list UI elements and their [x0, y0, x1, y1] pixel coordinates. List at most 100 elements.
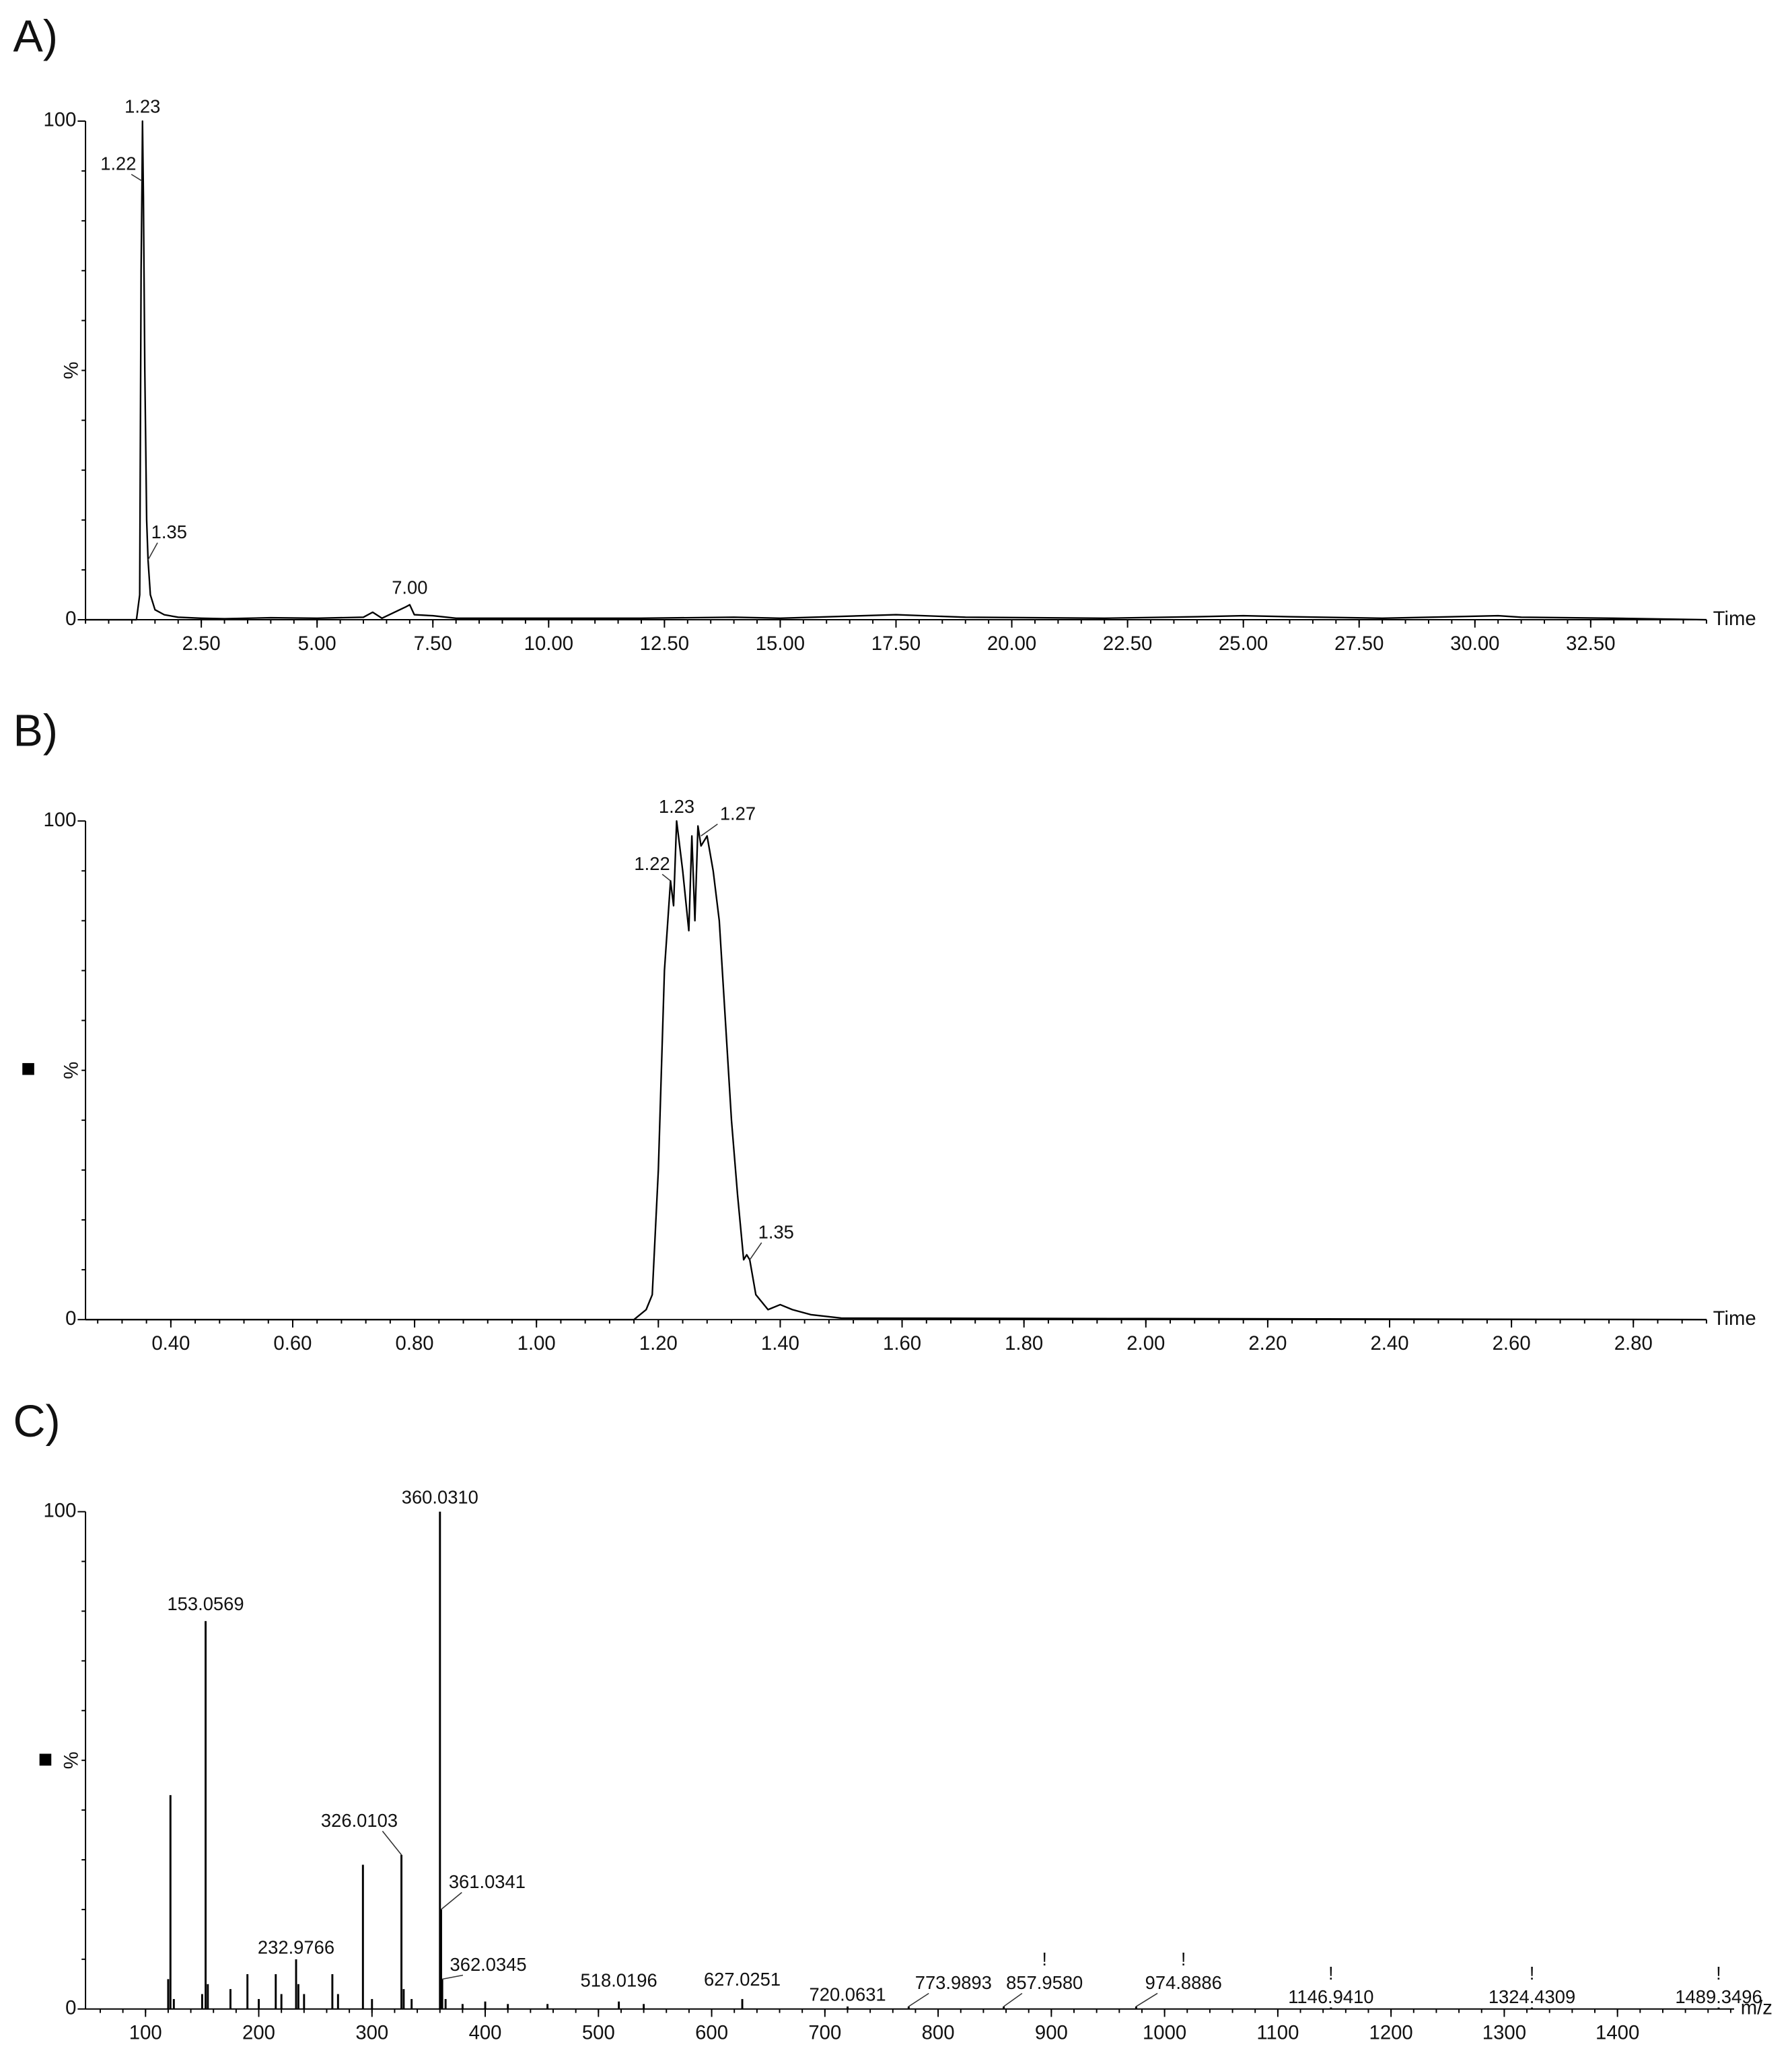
peak-label: 361.0341: [449, 1871, 526, 1892]
peak-flag: !: [1042, 1949, 1047, 1969]
peak-label: 326.0103: [321, 1810, 398, 1831]
peak-label: 857.9580: [1006, 1972, 1083, 1993]
x-tick-label: 32.50: [1566, 632, 1615, 655]
peak-label: 1.35: [151, 521, 187, 542]
x-tick-label: 1.40: [761, 1332, 799, 1354]
x-tick-label: 200: [242, 2022, 275, 2044]
x-axis-label: m/z: [1741, 1996, 1772, 2019]
peak-flag: !: [1716, 1963, 1721, 1984]
peak-label: 1146.9410: [1288, 1986, 1373, 2007]
peak-label: 518.0196: [581, 1970, 657, 1991]
x-tick-label: 500: [582, 2022, 615, 2044]
x-tick-label: 20.00: [987, 632, 1036, 655]
peak-label: 1.22: [100, 153, 136, 174]
y-tick-label: 100: [43, 809, 76, 831]
peak-label: 362.0345: [450, 1954, 527, 1975]
annotation-leader: [440, 1891, 462, 1910]
x-tick-label: 30.00: [1450, 632, 1499, 655]
peak-flag: !: [1530, 1963, 1535, 1984]
y-tick-label: 0: [65, 1996, 76, 2019]
peak-label: 1489.3496: [1675, 1986, 1762, 2007]
peak-label: 360.0310: [402, 1486, 478, 1507]
panel-label: A): [13, 11, 58, 61]
annotation-leader: [661, 873, 671, 881]
peak-label: 1.23: [659, 796, 694, 817]
peak-label: 153.0569: [167, 1593, 244, 1614]
y-tick-label: 0: [65, 608, 76, 630]
x-tick-label: 900: [1035, 2022, 1068, 2044]
x-tick-label: 10.00: [524, 632, 573, 655]
x-tick-label: 400: [469, 2022, 502, 2044]
x-axis-label: Time: [1713, 608, 1756, 630]
peak-label: 974.8886: [1145, 1972, 1222, 1993]
y-tick-label: 0: [65, 1307, 76, 1330]
annotation-leader: [147, 542, 158, 560]
x-tick-label: 25.00: [1219, 632, 1268, 655]
peak-label: 1324.4309: [1489, 1986, 1575, 2007]
peak-label: 7.00: [392, 577, 427, 598]
trace: [85, 820, 1707, 1321]
x-tick-label: 800: [922, 2022, 955, 2044]
panel-label: B): [13, 707, 58, 756]
x-tick-label: 2.60: [1493, 1332, 1531, 1354]
peak-label: 627.0251: [704, 1969, 781, 1990]
x-tick-label: 1.00: [517, 1332, 556, 1354]
peak-label: 1.22: [634, 853, 670, 874]
annotation-leader: [1135, 1992, 1158, 2007]
y-tick-label: 100: [43, 1499, 76, 1521]
y-axis-label: %: [60, 1751, 82, 1769]
y-tick-label: 100: [43, 109, 76, 131]
x-tick-label: 300: [355, 2022, 388, 2044]
x-tick-label: 12.50: [640, 632, 689, 655]
x-tick-label: 100: [129, 2022, 162, 2044]
peak-flag: !: [1181, 1949, 1186, 1969]
panel-label: C): [13, 1397, 61, 1447]
peak-label: 1.23: [124, 96, 160, 117]
trace: [85, 120, 1707, 621]
x-tick-label: 600: [695, 2022, 728, 2044]
x-tick-label: 0.60: [273, 1332, 312, 1354]
y-axis-label: %: [60, 1062, 82, 1079]
x-tick-label: 7.50: [414, 632, 452, 655]
peak-label: 720.0631: [810, 1984, 886, 2005]
x-tick-label: 5.00: [298, 632, 336, 655]
x-tick-label: 1.60: [883, 1332, 921, 1354]
peak-label: 1.27: [720, 803, 756, 824]
annotation-leader: [908, 1992, 929, 2007]
marker-square: [22, 1062, 34, 1075]
x-tick-label: 1100: [1256, 2022, 1299, 2044]
x-tick-label: 1300: [1482, 2022, 1526, 2044]
x-tick-label: 2.00: [1126, 1332, 1165, 1354]
y-axis-label: %: [60, 361, 82, 379]
x-tick-label: 27.50: [1334, 632, 1384, 655]
peak-label: 1.35: [758, 1221, 794, 1242]
peak-label: 773.9893: [915, 1972, 992, 1993]
x-tick-label: 1.80: [1005, 1332, 1043, 1354]
x-tick-label: 1400: [1596, 2022, 1639, 2044]
x-tick-label: 2.80: [1614, 1332, 1653, 1354]
annotation-leader: [749, 1242, 762, 1260]
x-tick-label: 1000: [1143, 2022, 1186, 2044]
x-tick-label: 15.00: [756, 632, 805, 655]
annotation-leader: [701, 824, 718, 837]
annotation-leader: [131, 174, 143, 182]
x-tick-label: 2.50: [182, 632, 221, 655]
annotation-leader: [382, 1830, 402, 1856]
x-tick-label: 0.80: [396, 1332, 434, 1354]
peak-flag: !: [1328, 1963, 1334, 1984]
x-tick-label: 2.40: [1370, 1332, 1408, 1354]
annotation-leader: [442, 1974, 464, 1980]
x-tick-label: 1.20: [639, 1332, 678, 1354]
marker-square: [39, 1753, 52, 1766]
peak-label: 232.9766: [258, 1937, 334, 1957]
annotation-leader: [1003, 1992, 1023, 2007]
x-tick-label: 1200: [1369, 2022, 1413, 2044]
x-tick-label: 17.50: [871, 632, 921, 655]
x-tick-label: 22.50: [1103, 632, 1152, 655]
x-tick-label: 2.20: [1248, 1332, 1287, 1354]
x-tick-label: 700: [808, 2022, 841, 2044]
x-tick-label: 0.40: [151, 1332, 190, 1354]
x-axis-label: Time: [1713, 1307, 1756, 1330]
